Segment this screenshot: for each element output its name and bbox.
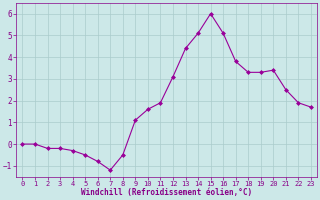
X-axis label: Windchill (Refroidissement éolien,°C): Windchill (Refroidissement éolien,°C) — [81, 188, 252, 197]
